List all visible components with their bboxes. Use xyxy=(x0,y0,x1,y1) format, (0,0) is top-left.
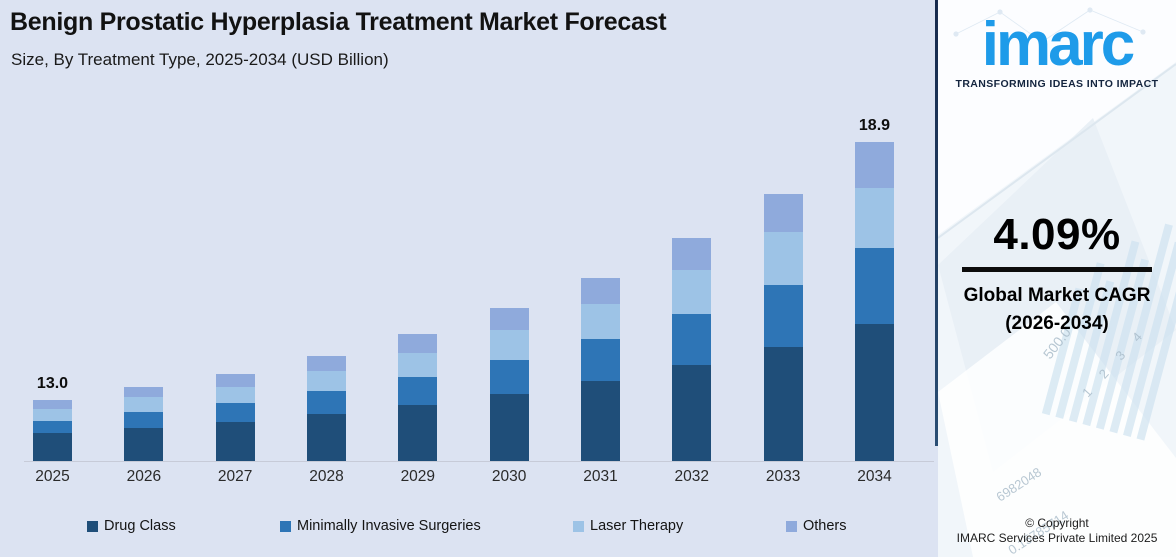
cagr-underline xyxy=(962,267,1152,272)
panel-decoration-graphic: 500.0 6982048 1 2 3 4 0.15785714 xyxy=(938,0,1176,557)
copyright-line2: IMARC Services Private Limited 2025 xyxy=(956,531,1158,546)
segment-drug-class xyxy=(215,421,255,461)
network-pattern xyxy=(953,7,1146,45)
x-axis-label-2033: 2033 xyxy=(765,468,801,485)
segment-minimally-invasive-surgeries xyxy=(489,359,529,395)
bar-2034 xyxy=(854,142,894,461)
segment-laser-therapy xyxy=(398,352,438,378)
bar-value-label-2034: 18.9 xyxy=(858,117,891,134)
legend-item-others: Others xyxy=(786,518,847,534)
segment-minimally-invasive-surgeries xyxy=(33,421,72,434)
legend-label: Drug Class xyxy=(104,518,176,534)
bar-2029 xyxy=(398,334,438,461)
x-axis-label-2032: 2032 xyxy=(674,468,710,485)
legend-label: Others xyxy=(803,518,847,534)
chart-legend: Drug Class Minimally Invasive Surgeries La… xyxy=(0,518,938,538)
bar-2028 xyxy=(306,356,346,461)
cagr-value: 4.09% xyxy=(993,210,1121,259)
brand-panel: 500.0 6982048 1 2 3 4 0.15785714 imarc T… xyxy=(938,0,1176,557)
segment-minimally-invasive-surgeries xyxy=(854,248,894,325)
x-axis-line xyxy=(24,461,934,462)
segment-minimally-invasive-surgeries xyxy=(763,284,803,347)
bar-2025 xyxy=(33,399,72,461)
bar-2032 xyxy=(672,238,712,461)
legend-item-minimally-invasive-surgeries: Minimally Invasive Surgeries xyxy=(280,518,481,534)
bar-2033 xyxy=(763,194,803,461)
x-axis-label-2027: 2027 xyxy=(217,468,253,485)
x-axis-label-2028: 2028 xyxy=(309,468,344,485)
imarc-logo-tagline: TRANSFORMING IDEAS INTO IMPACT xyxy=(955,78,1159,90)
cagr-label-line1: Global Market CAGR xyxy=(963,285,1151,306)
segment-others xyxy=(33,399,72,409)
legend-label: Laser Therapy xyxy=(590,518,684,534)
segment-laser-therapy xyxy=(489,330,529,360)
segment-others xyxy=(489,308,529,331)
cagr-label-line2: (2026-2034) xyxy=(1005,312,1109,334)
segment-laser-therapy xyxy=(580,304,620,340)
segment-minimally-invasive-surgeries xyxy=(215,403,255,422)
segment-others xyxy=(306,356,346,372)
imarc-logo: imarc xyxy=(981,10,1135,79)
legend-swatch-icon xyxy=(786,520,797,532)
x-axis-label-2025: 2025 xyxy=(35,468,70,485)
bar-2026 xyxy=(124,386,164,461)
x-axis-labels: 2025 2026 2027 2028 2029 2030 2031 2032 2033 2034 xyxy=(0,468,938,490)
x-axis-label-2034: 2034 xyxy=(857,468,892,485)
chart-subtitle: Size, By Treatment Type, 2025-2034 (USD … xyxy=(11,50,389,69)
segment-laser-therapy xyxy=(33,408,72,422)
x-axis-label-2026: 2026 xyxy=(126,468,162,485)
segment-laser-therapy xyxy=(672,270,712,315)
segment-laser-therapy xyxy=(124,397,164,412)
legend-item-drug-class: Drug Class xyxy=(87,518,176,534)
bar-chart-watermark xyxy=(1041,211,1176,441)
copyright-line1: © Copyright xyxy=(1025,515,1089,530)
segment-others xyxy=(854,142,894,188)
segment-minimally-invasive-surgeries xyxy=(124,411,164,428)
segment-others xyxy=(215,373,255,387)
x-axis-label-2029: 2029 xyxy=(400,468,436,485)
bar-2030 xyxy=(489,308,529,461)
legend-swatch-icon xyxy=(573,520,584,532)
segment-laser-therapy xyxy=(854,187,894,249)
segment-others xyxy=(398,334,438,353)
segment-drug-class xyxy=(672,364,712,461)
segment-drug-class xyxy=(763,346,803,461)
bar-value-label-2025: 13.0 xyxy=(36,374,69,392)
stacked-bar-chart: 13.0 18.9 xyxy=(0,112,938,462)
segment-others xyxy=(124,386,164,398)
chart-title: Benign Prostatic Hyperplasia Treatment M… xyxy=(10,8,667,36)
segment-minimally-invasive-surgeries xyxy=(580,339,620,381)
segment-drug-class xyxy=(398,405,438,461)
imarc-logo-block: imarc TRANSFORMING IDEAS INTO IMPACT xyxy=(938,6,1176,90)
x-axis-label-2031: 2031 xyxy=(583,468,618,485)
segment-others xyxy=(763,194,803,233)
segment-minimally-invasive-surgeries xyxy=(672,314,712,365)
bar-2031 xyxy=(580,277,620,461)
chart-pane: Benign Prostatic Hyperplasia Treatment M… xyxy=(0,8,938,538)
segment-laser-therapy xyxy=(306,371,346,392)
segment-drug-class xyxy=(33,433,72,461)
segment-drug-class xyxy=(489,394,529,461)
legend-label: Minimally Invasive Surgeries xyxy=(297,518,481,534)
bar-2027 xyxy=(215,373,255,461)
segment-laser-therapy xyxy=(763,232,803,285)
pane-divider-line xyxy=(935,0,938,446)
legend-swatch-icon xyxy=(87,520,98,532)
segment-drug-class xyxy=(854,324,894,461)
copyright-notice: © Copyright IMARC Services Private Limit… xyxy=(938,516,1176,547)
x-axis-label-2030: 2030 xyxy=(491,468,527,485)
segment-minimally-invasive-surgeries xyxy=(306,391,346,414)
segment-drug-class xyxy=(124,427,164,461)
segment-drug-class xyxy=(580,380,620,461)
segment-others xyxy=(580,277,620,305)
legend-swatch-icon xyxy=(280,520,291,532)
segment-others xyxy=(672,238,712,271)
legend-item-laser-therapy: Laser Therapy xyxy=(573,518,683,534)
cagr-block: 4.09% Global Market CAGR (2026-2034) xyxy=(938,210,1176,337)
segment-drug-class xyxy=(306,413,346,461)
segment-minimally-invasive-surgeries xyxy=(398,377,438,406)
segment-laser-therapy xyxy=(215,386,255,404)
